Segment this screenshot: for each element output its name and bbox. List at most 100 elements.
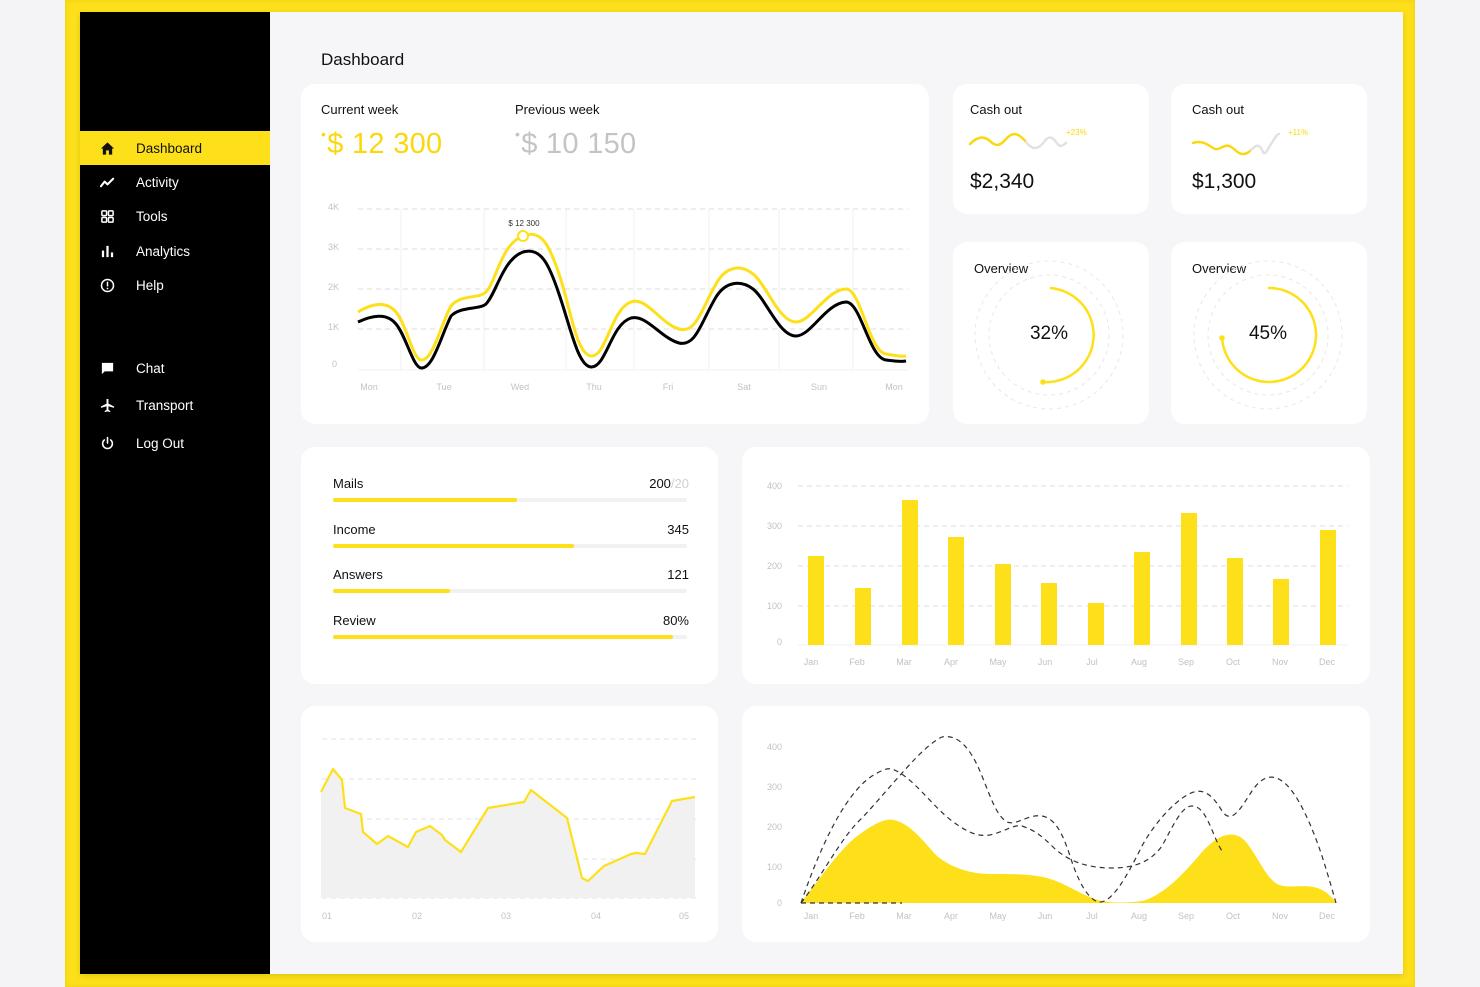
sidebar-item-label: Tools: [136, 208, 168, 224]
info-circle-icon: [99, 277, 115, 293]
cash-out-card-1: Cash out +23% $2,340: [953, 84, 1149, 214]
cash-out-card-2: Cash out +11% $1,300: [1171, 84, 1367, 214]
svg-text:04: 04: [591, 911, 601, 921]
sidebar-item-label: Help: [136, 277, 164, 293]
svg-text:400: 400: [767, 742, 782, 752]
sidebar: Dashboard Activity Tools Analytics Help: [80, 12, 270, 974]
svg-text:May: May: [989, 911, 1007, 921]
airplane-icon: [99, 397, 115, 413]
overview-card-1: Overview 32%: [953, 242, 1149, 424]
y-tick: 4K: [328, 202, 339, 212]
svg-text:300: 300: [767, 782, 782, 792]
svg-text:Jan: Jan: [804, 657, 819, 667]
progress-bar: [333, 635, 687, 639]
power-icon: [99, 435, 115, 451]
svg-text:Oct: Oct: [1226, 911, 1241, 921]
progress-ring: [1193, 260, 1343, 410]
svg-text:Jun: Jun: [1038, 911, 1053, 921]
monthly-bar-chart-card: 400 300 200 100 0: [742, 447, 1370, 684]
main-content: Dashboard Current week •$ 12 300 Previou…: [270, 12, 1403, 974]
chat-icon: [99, 360, 115, 376]
stats-card: Mails 200/20 Income 345 Answers 121 Revi…: [301, 447, 718, 684]
svg-text:200: 200: [767, 561, 782, 571]
weekly-line-chart: 4K 3K 2K 1K 0: [328, 202, 908, 392]
svg-text:Jun: Jun: [1038, 657, 1053, 667]
svg-text:Oct: Oct: [1226, 657, 1241, 667]
svg-text:100: 100: [767, 862, 782, 872]
app-window: Dashboard Activity Tools Analytics Help: [80, 12, 1403, 974]
svg-text:Feb: Feb: [849, 911, 865, 921]
current-week-value: •$ 12 300: [321, 126, 443, 160]
sidebar-item-tools[interactable]: Tools: [80, 199, 270, 233]
svg-text:400: 400: [767, 481, 782, 491]
overview-card-2: Overview 45%: [1171, 242, 1367, 424]
activity-icon: [99, 174, 115, 190]
svg-text:100: 100: [767, 601, 782, 611]
sidebar-item-label: Chat: [136, 360, 165, 376]
current-week-label: Current week: [321, 102, 399, 117]
home-icon: [99, 140, 115, 156]
svg-text:Wed: Wed: [511, 382, 529, 392]
sidebar-item-label: Analytics: [136, 243, 191, 259]
svg-text:Sep: Sep: [1178, 657, 1194, 667]
svg-text:Sep: Sep: [1178, 911, 1194, 921]
svg-text:Jul: Jul: [1086, 911, 1098, 921]
sidebar-item-analytics[interactable]: Analytics: [80, 234, 270, 268]
y-tick: 2K: [328, 282, 339, 292]
sparkline: [968, 132, 1068, 150]
svg-text:Fri: Fri: [663, 382, 674, 392]
sidebar-item-chat[interactable]: Chat: [80, 351, 270, 385]
svg-text:300: 300: [767, 521, 782, 531]
svg-text:02: 02: [412, 911, 422, 921]
y-tick: 0: [332, 359, 337, 369]
svg-text:03: 03: [501, 911, 511, 921]
sidebar-item-dashboard[interactable]: Dashboard: [80, 131, 270, 165]
svg-text:0: 0: [777, 637, 782, 647]
progress-bar: [333, 589, 687, 593]
monthly-area-chart: 400 300 200 100 0 Jan Feb Mar Apr May Jun Jul Au…: [767, 735, 1337, 921]
sidebar-item-label: Dashboard: [136, 140, 203, 156]
svg-text:Dec: Dec: [1319, 911, 1336, 921]
svg-text:Sat: Sat: [737, 382, 751, 392]
svg-text:Mar: Mar: [896, 911, 912, 921]
change-badge: +11%: [1288, 128, 1309, 137]
bar-chart-icon: [99, 243, 115, 259]
progress-ring: [974, 260, 1124, 410]
sidebar-item-transport[interactable]: Transport: [80, 388, 270, 422]
svg-text:05: 05: [679, 911, 689, 921]
monthly-area-chart-card: 400 300 200 100 0 Jan Feb Mar Apr May Jun Jul Au…: [742, 706, 1370, 942]
overview-title: Overview: [1192, 261, 1247, 276]
weekly-revenue-card: Current week •$ 12 300 Previous week •$ …: [301, 84, 929, 424]
chart-tooltip: $ 12 300: [508, 219, 540, 228]
change-badge: +23%: [1066, 128, 1087, 137]
sidebar-item-logout[interactable]: Log Out: [80, 426, 270, 460]
sidebar-item-help[interactable]: Help: [80, 268, 270, 302]
previous-week-label: Previous week: [515, 102, 600, 117]
svg-text:01: 01: [322, 911, 332, 921]
highlight-point[interactable]: [517, 230, 529, 242]
y-tick: 1K: [328, 322, 339, 332]
overview-title: Overview: [974, 261, 1029, 276]
page-title: Dashboard: [321, 50, 405, 69]
svg-text:Nov: Nov: [1272, 911, 1289, 921]
svg-text:Feb: Feb: [849, 657, 865, 667]
cash-out-value: $2,340: [970, 170, 1035, 193]
svg-text:May: May: [989, 657, 1007, 667]
cash-out-title: Cash out: [970, 102, 1023, 117]
trend-line-card: 01 02 03 04 05: [301, 706, 718, 942]
svg-text:Jul: Jul: [1086, 657, 1098, 667]
progress-bar: [333, 498, 687, 502]
svg-text:Nov: Nov: [1272, 657, 1289, 667]
svg-text:Mar: Mar: [896, 657, 912, 667]
svg-text:Apr: Apr: [944, 911, 958, 921]
svg-text:0: 0: [777, 898, 782, 908]
svg-text:Aug: Aug: [1131, 911, 1147, 921]
sidebar-item-activity[interactable]: Activity: [80, 165, 270, 199]
monthly-bar-chart: 400 300 200 100 0: [767, 481, 1348, 667]
cash-out-value: $1,300: [1192, 170, 1257, 193]
progress-bar: [333, 544, 687, 548]
svg-text:Thu: Thu: [586, 382, 602, 392]
trend-line-chart: 01 02 03 04 05: [320, 738, 696, 921]
svg-text:Tue: Tue: [436, 382, 451, 392]
y-tick: 3K: [328, 242, 339, 252]
